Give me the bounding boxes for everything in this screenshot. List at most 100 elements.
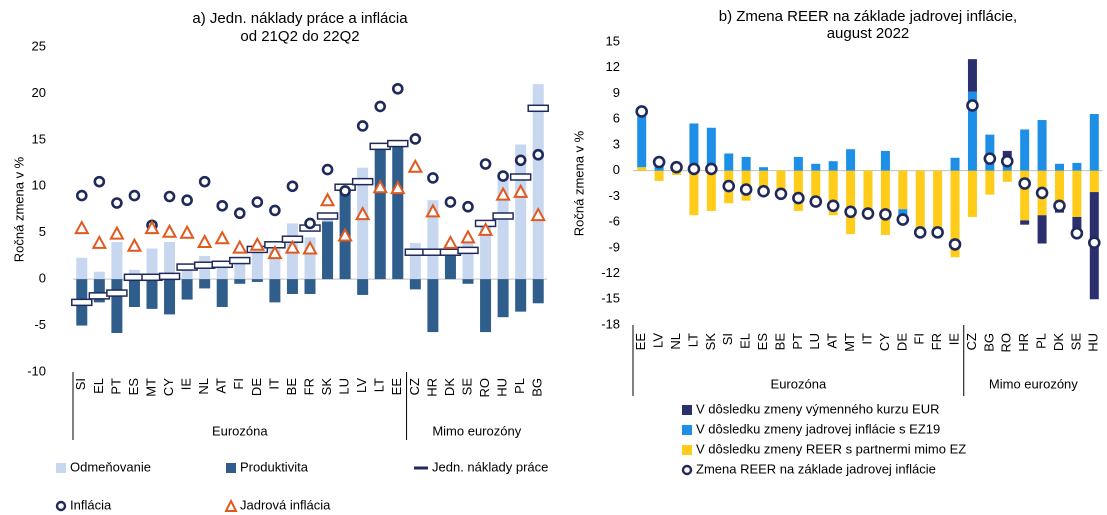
dot — [1018, 177, 1031, 190]
bar — [234, 279, 246, 284]
x-tick-label: FI — [231, 378, 246, 390]
triangle — [196, 233, 213, 248]
bar — [1072, 170, 1082, 217]
bar — [1020, 170, 1030, 221]
bar — [967, 170, 977, 217]
bar — [392, 144, 404, 280]
x-tick-label: ES — [126, 378, 141, 396]
bar — [724, 153, 734, 171]
bar — [532, 279, 544, 304]
bar — [811, 163, 821, 171]
dot — [198, 175, 211, 188]
bar — [181, 279, 193, 300]
dot — [251, 196, 264, 208]
legend-swatch — [55, 500, 67, 512]
legend-label: Jedn. náklady práce — [432, 459, 548, 474]
x-tick-label: FR — [301, 378, 316, 395]
x-tick-label: DK — [1051, 333, 1066, 351]
dot — [966, 99, 979, 112]
bar — [706, 127, 716, 171]
legend-swatch — [682, 405, 692, 415]
dot — [374, 100, 387, 113]
bar — [269, 249, 281, 280]
bar — [480, 279, 492, 333]
dot — [861, 207, 875, 220]
x-tick-label: IE — [946, 333, 961, 346]
bar — [322, 221, 334, 280]
bar — [689, 170, 699, 216]
bar — [1072, 216, 1082, 234]
bar — [251, 279, 263, 282]
legend-label: Jadrová inflácia — [240, 497, 331, 512]
bar — [793, 156, 803, 171]
bar — [1089, 114, 1099, 171]
group-label: Eurozóna — [212, 423, 268, 438]
dot — [757, 184, 770, 198]
bar — [689, 123, 699, 171]
bar — [741, 156, 751, 171]
unit-labour-cost-marker — [387, 139, 409, 148]
x-tick-label: CZ — [407, 378, 422, 395]
dot — [532, 148, 545, 161]
dot — [391, 82, 404, 95]
dot — [652, 155, 666, 169]
dot — [705, 162, 718, 176]
bar — [1054, 170, 1064, 209]
legend-label: Zmena REER na základe jadrovej inflácie — [696, 461, 936, 476]
group-label: Mimo eurozóny — [989, 376, 1078, 391]
dot — [826, 199, 840, 213]
triangle — [232, 239, 248, 254]
bar — [811, 170, 821, 207]
bar — [776, 170, 786, 195]
x-tick-label: IE — [179, 378, 194, 391]
triangle — [425, 203, 441, 218]
x-tick-label: EL — [91, 378, 106, 394]
x-tick-label: LV — [354, 378, 369, 393]
x-tick-label: LT — [372, 378, 387, 392]
unit-labour-cost-marker — [316, 212, 339, 220]
bar — [251, 246, 263, 280]
x-tick-label: DE — [249, 378, 264, 396]
bar — [93, 271, 105, 280]
bar — [759, 170, 769, 195]
dot — [635, 105, 649, 118]
bar — [497, 279, 509, 318]
triangle — [495, 186, 511, 201]
triangle — [126, 237, 143, 252]
triangle — [74, 219, 90, 235]
dot — [514, 154, 527, 167]
dot — [409, 133, 422, 145]
x-tick-label: SK — [319, 378, 334, 396]
bar — [950, 157, 960, 171]
dot — [304, 217, 316, 230]
bar — [880, 170, 890, 235]
bar — [967, 91, 977, 171]
dot — [479, 158, 492, 170]
y-tick-label: 10 — [32, 178, 46, 193]
dot — [427, 172, 439, 184]
x-tick-label: EL — [738, 333, 753, 349]
x-tick-label: SE — [1068, 333, 1083, 351]
dot — [983, 152, 997, 165]
unit-labour-cost-marker — [71, 298, 93, 307]
chart-title: od 21Q2 do 22Q2 — [240, 28, 359, 45]
bar — [111, 242, 123, 280]
legend-swatch — [56, 463, 66, 473]
y-tick-label: 15 — [606, 33, 620, 48]
x-tick-label: SE — [459, 378, 474, 396]
dot — [931, 226, 944, 239]
bar — [128, 279, 140, 307]
bar — [637, 167, 647, 171]
bar — [706, 170, 716, 211]
dot — [670, 160, 683, 174]
legend-label: Odmeňovanie — [70, 459, 151, 474]
x-tick-label: IT — [859, 333, 874, 345]
bar — [164, 242, 176, 280]
y-axis-label: Ročná zmena v % — [11, 156, 26, 262]
y-tick-label: 0 — [613, 162, 620, 177]
chart-title: a) Jedn. náklady práce a inflácia — [192, 10, 408, 27]
bar — [793, 170, 803, 211]
bar — [967, 59, 977, 92]
triangle — [442, 234, 459, 249]
